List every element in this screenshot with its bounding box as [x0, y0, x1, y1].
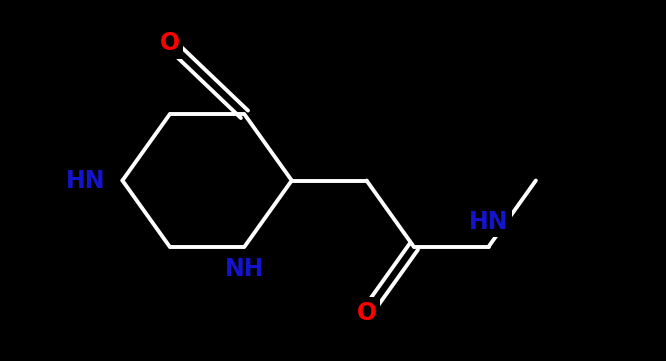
- Text: NH: NH: [224, 257, 264, 281]
- Text: HN: HN: [66, 169, 105, 192]
- Text: O: O: [356, 301, 376, 325]
- Text: O: O: [160, 31, 180, 55]
- Text: HN: HN: [469, 210, 508, 234]
